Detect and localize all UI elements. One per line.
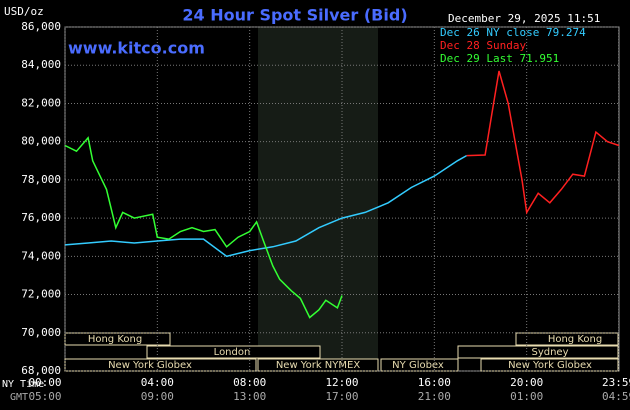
x-tick-label: 20:00	[510, 376, 543, 389]
nymex-shade	[258, 27, 378, 371]
y-tick-label: 76,000	[21, 211, 61, 224]
session-label: NY Globex	[392, 360, 444, 371]
y-tick-label: 86,000	[21, 20, 61, 33]
x2-tick-label: 09:00	[141, 390, 174, 403]
y-tick-label: 80,000	[21, 135, 61, 148]
legend-label: Dec 28 Sunday	[440, 39, 526, 52]
session-label: Sydney	[531, 347, 568, 358]
session-label: Hong Kong	[88, 334, 142, 345]
y-tick-label: 74,000	[21, 249, 61, 262]
y-unit: USD/oz	[4, 5, 44, 18]
chart-title: 24 Hour Spot Silver (Bid)	[182, 6, 407, 25]
session-label: New York Globex	[108, 360, 192, 371]
y-tick-label: 78,000	[21, 173, 61, 186]
y-tick-label: 72,000	[21, 288, 61, 301]
series-line	[64, 154, 467, 258]
x-axis-label: NY Time	[2, 379, 44, 390]
sessions: Hong Kong London New York Globex New Yor…	[64, 332, 619, 372]
y-tick-label: 82,000	[21, 96, 61, 109]
x2-tick-label: 13:00	[233, 390, 266, 403]
series-line	[64, 136, 343, 319]
x2-tick-label: 01:00	[510, 390, 543, 403]
x2-tick-label: 05:00	[28, 390, 61, 403]
x-tick-label: 12:00	[325, 376, 358, 389]
x-tick-label: 04:00	[141, 376, 174, 389]
session-label: New York Globex	[508, 360, 592, 371]
series-line	[466, 70, 620, 215]
x-tick-label: 23:59	[602, 376, 630, 389]
x2-axis-label: GMT	[10, 392, 28, 403]
timestamp: December 29, 2025 11:51	[448, 12, 600, 25]
y-tick-label: 68,000	[21, 364, 61, 377]
session-label: Hong Kong	[548, 334, 602, 345]
watermark: www.kitco.com	[68, 39, 205, 58]
y-tick-label: 84,000	[21, 58, 61, 71]
y-tick-label: 70,000	[21, 326, 61, 339]
session-label: London	[214, 347, 251, 358]
x-tick-label: 16:00	[418, 376, 451, 389]
x2-tick-label: 21:00	[418, 390, 451, 403]
x2-tick-label: 04:59	[602, 390, 630, 403]
x2-tick-label: 17:00	[325, 390, 358, 403]
session-label: New York NYMEX	[276, 360, 361, 371]
legend-label: Dec 26 NY close 79.274	[440, 26, 586, 39]
legend-label: Dec 29 Last 71.951	[440, 52, 559, 65]
x-tick-label: 00:00	[28, 376, 61, 389]
x-tick-label: 08:00	[233, 376, 266, 389]
